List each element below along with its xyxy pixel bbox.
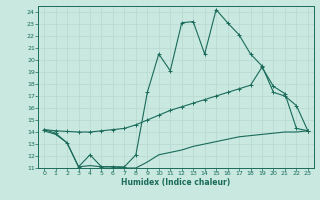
X-axis label: Humidex (Indice chaleur): Humidex (Indice chaleur) [121,178,231,187]
